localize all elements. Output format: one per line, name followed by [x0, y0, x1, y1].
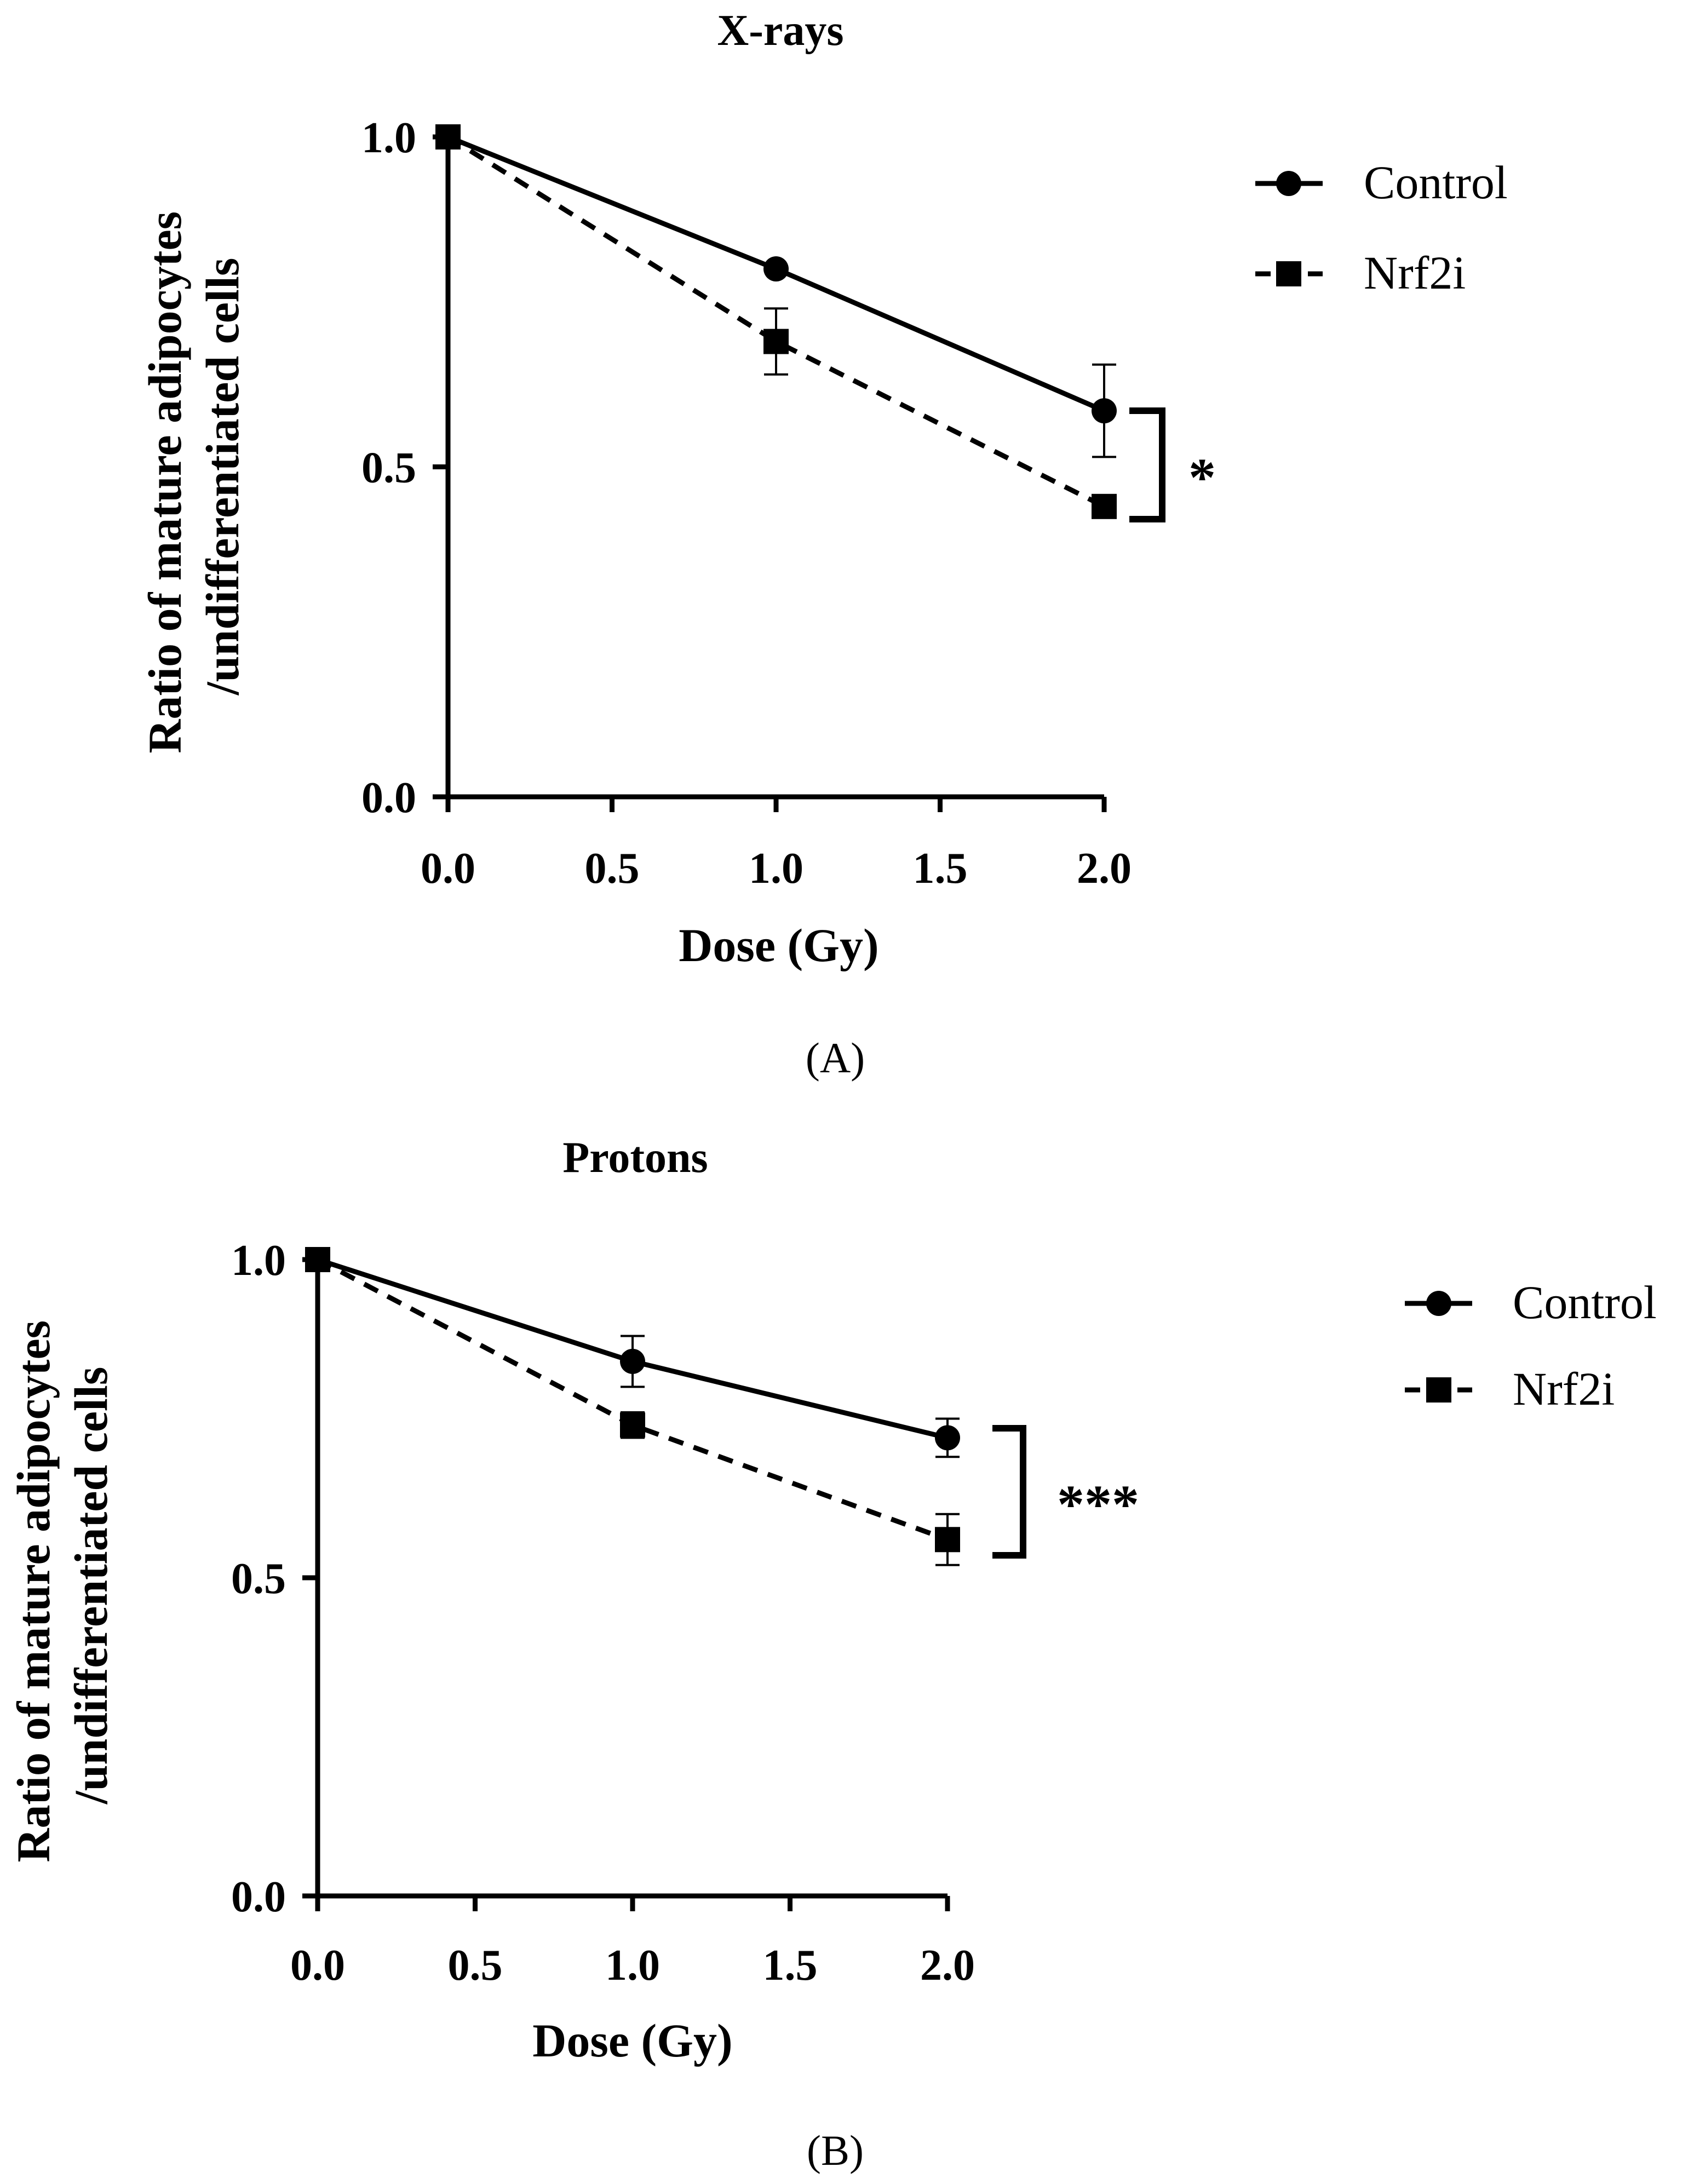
y-axis-label-line-1: Ratio of mature adipocytes	[7, 1320, 60, 1863]
y-axis-label: Ratio of mature adipocytes /undifferenti…	[7, 1308, 117, 1862]
legend: Control Nrf2i	[1405, 1276, 1657, 1415]
legend: Control Nrf2i	[1255, 156, 1508, 299]
data-point-control	[620, 1348, 645, 1374]
series-line-nrf2i	[446, 135, 1106, 509]
significance-label: ***	[1057, 1474, 1139, 1534]
x-tick-label: 1.0	[749, 844, 803, 893]
data-point-control	[935, 1425, 960, 1451]
data-point-nrf2i	[763, 329, 789, 354]
panel-label: (B)	[807, 2126, 864, 2174]
legend-label-nrf2i: Nrf2i	[1513, 1363, 1615, 1415]
x-axis-label: Dose (Gy)	[532, 2014, 732, 2067]
data-point-control	[1092, 398, 1117, 424]
x-axis-label: Dose (Gy)	[679, 919, 878, 972]
y-tick-label: 0.0	[361, 774, 416, 822]
legend-label-control: Control	[1513, 1276, 1657, 1329]
y-tick-label: 0.0	[231, 1873, 286, 1921]
y-tick-label: 1.0	[361, 114, 416, 162]
x-tick-label: 2.0	[1077, 844, 1132, 893]
data-point-nrf2i	[305, 1247, 330, 1272]
legend-nrf2i-marker	[1426, 1377, 1451, 1403]
series-line-nrf2i	[316, 1257, 949, 1542]
y-axis-label-line-1: Ratio of mature adipocytes	[139, 211, 191, 754]
y-tick-label: 0.5	[361, 444, 416, 492]
series-layer	[435, 124, 1117, 519]
data-point-control	[763, 256, 789, 281]
data-point-nrf2i	[1092, 493, 1117, 519]
x-tick-label: 0.5	[448, 1941, 503, 1990]
data-point-nrf2i	[935, 1527, 960, 1553]
y-tick-label: 1.0	[231, 1237, 286, 1285]
legend-control-marker	[1276, 171, 1301, 196]
data-point-nrf2i	[620, 1412, 645, 1438]
y-axis-label-line-2: /undifferentiated cells	[65, 1367, 117, 1805]
x-tick-label: 2.0	[920, 1941, 975, 1990]
y-tick-label: 0.5	[231, 1555, 286, 1603]
significance-bracket	[1129, 407, 1165, 522]
series-layer	[305, 1247, 960, 1566]
x-tick-label: 0.0	[290, 1941, 345, 1990]
x-tick-label: 1.5	[763, 1941, 818, 1990]
x-tick-label: 1.0	[605, 1941, 660, 1990]
legend-label-control: Control	[1364, 156, 1508, 209]
legend-nrf2i-marker	[1276, 261, 1301, 286]
y-axis-label: Ratio of mature adipocytes /undifferenti…	[139, 199, 249, 753]
chart-title: X-rays	[717, 7, 843, 55]
significance-label: *	[1188, 447, 1216, 508]
axis-ticks: 0.0 0.5 1.0 1.5 2.0 0.0 0.5 1.0	[231, 1237, 975, 1990]
axis-ticks: 0.0 0.5 1.0 1.5 2.0 0.0 0.5 1.0	[361, 114, 1132, 893]
chart-protons: Protons Ratio of mature adipocytes /undi…	[7, 1134, 1657, 2174]
chart-title: Protons	[562, 1134, 708, 1182]
panel-label: (A)	[806, 1034, 865, 1082]
x-tick-label: 0.5	[585, 844, 640, 893]
x-tick-label: 0.0	[421, 844, 475, 893]
chart-xrays: X-rays Ratio of mature adipocytes /undif…	[139, 7, 1508, 1082]
legend-control-marker	[1426, 1291, 1451, 1316]
data-point-nrf2i	[435, 124, 461, 150]
x-tick-label: 1.5	[913, 844, 968, 893]
y-axis-label-line-2: /undifferentiated cells	[196, 258, 249, 696]
significance-bracket	[992, 1425, 1026, 1559]
legend-label-nrf2i: Nrf2i	[1364, 246, 1466, 299]
